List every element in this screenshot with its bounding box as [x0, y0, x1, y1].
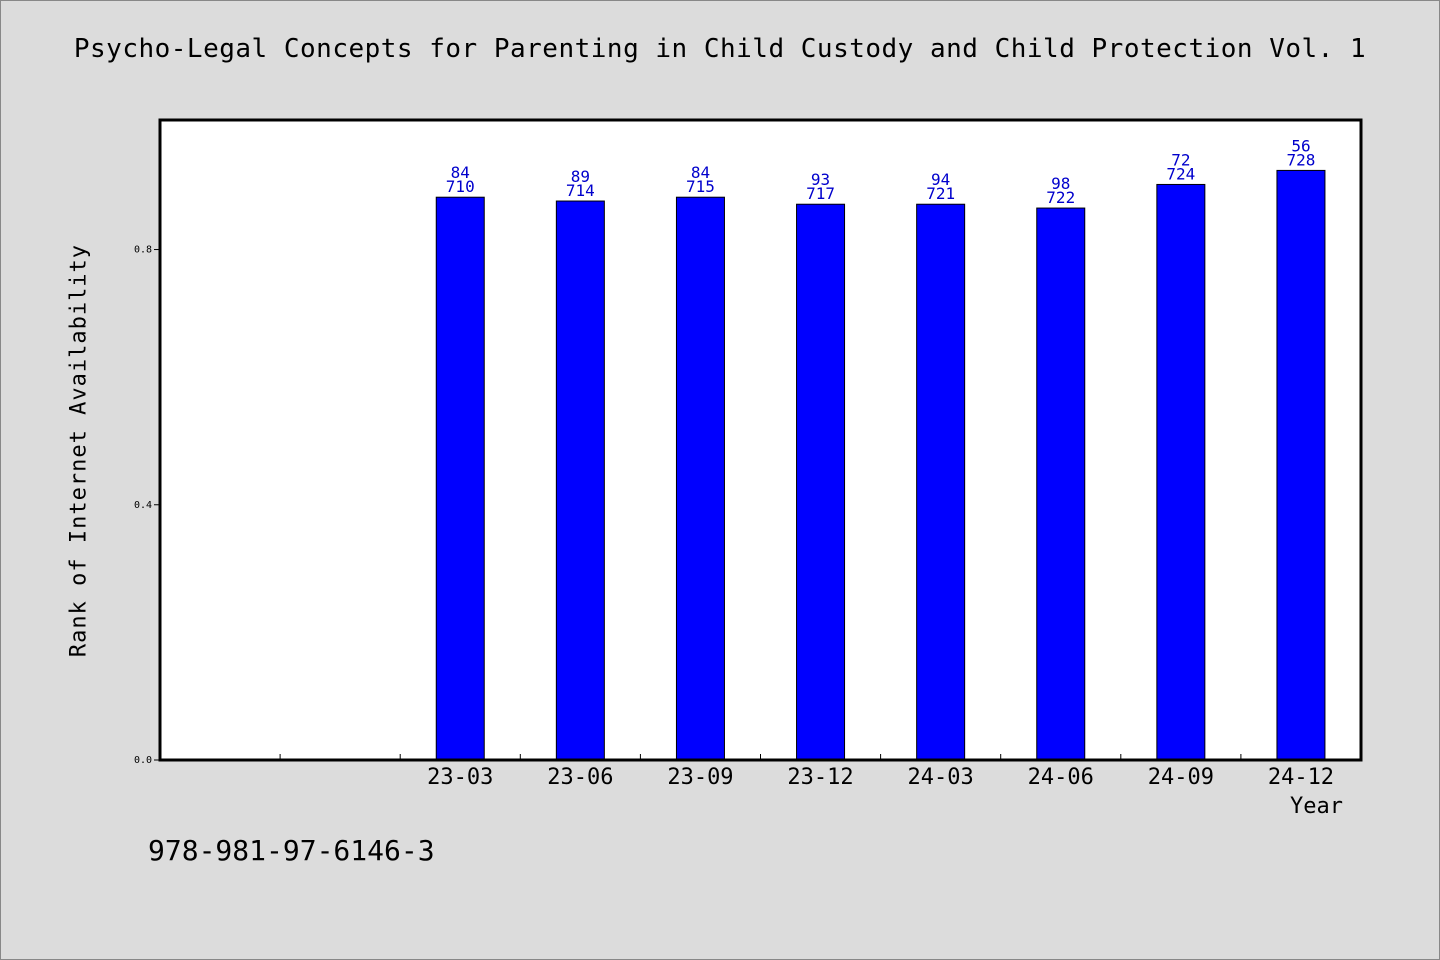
bar-label-top: 94 — [931, 170, 950, 189]
x-tick-label: 23-06 — [547, 765, 613, 790]
bar — [916, 203, 966, 761]
bar-label-top: 84 — [691, 163, 710, 182]
isbn-footer: 978-981-97-6146-3 — [148, 834, 435, 867]
y-tick-label: 0.8 — [134, 245, 152, 256]
x-tick-label: 24-09 — [1148, 765, 1214, 790]
bar — [796, 203, 846, 761]
bar — [1276, 169, 1326, 761]
x-axis-label: Year — [1290, 794, 1343, 819]
x-tick-label: 24-06 — [1028, 765, 1094, 790]
y-tick-label: 0.4 — [134, 500, 152, 511]
bar-label-bottom: 728 — [1286, 150, 1315, 169]
x-tick-label: 24-03 — [908, 765, 974, 790]
x-tick-label: 24-12 — [1268, 765, 1334, 790]
y-tick-label: 0.0 — [134, 755, 152, 766]
bar — [675, 196, 725, 761]
bar-label-top: 84 — [451, 163, 470, 182]
x-tick-label: 23-03 — [427, 765, 493, 790]
bar-label-bottom: 724 — [1166, 164, 1195, 183]
bar-label-top: 56 — [1291, 136, 1310, 155]
bar-label-bottom: 714 — [566, 181, 595, 200]
bar — [1156, 183, 1206, 761]
bar-label-top: 72 — [1171, 150, 1190, 169]
bar-label-bottom: 715 — [686, 177, 715, 196]
bar-label-bottom: 722 — [1046, 188, 1075, 207]
bar — [555, 200, 605, 761]
x-tick-label: 23-09 — [667, 765, 733, 790]
bar-label-bottom: 717 — [806, 184, 835, 203]
chart-title: Psycho-Legal Concepts for Parenting in C… — [73, 34, 1367, 64]
bar — [435, 196, 485, 761]
bar-label-bottom: 710 — [446, 177, 475, 196]
plot-border — [158, 118, 1363, 762]
y-axis-label: Rank of Internet Availability — [66, 243, 92, 658]
x-tick-label: 23-12 — [787, 765, 853, 790]
bar-label-top: 93 — [811, 170, 830, 189]
bar-label-top: 98 — [1051, 174, 1070, 193]
bar-label-top: 89 — [571, 167, 590, 186]
bar-label-bottom: 721 — [926, 184, 955, 203]
bar — [1036, 207, 1086, 761]
